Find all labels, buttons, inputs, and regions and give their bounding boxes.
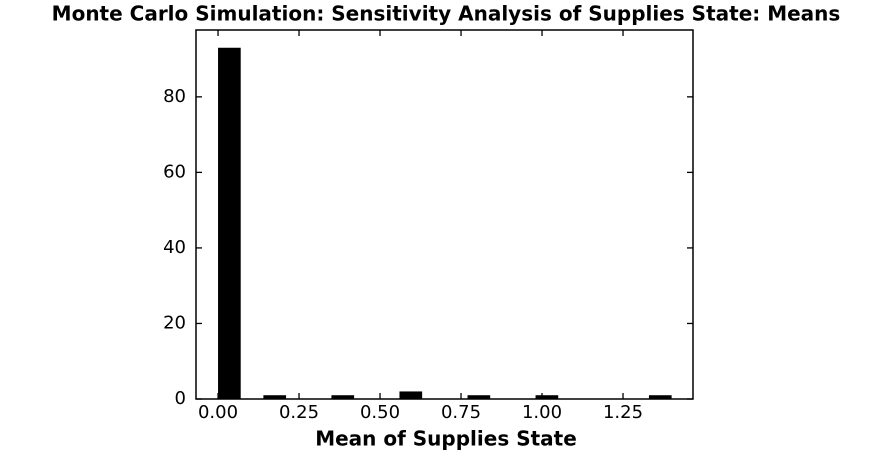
x-tick-label: 1.25 xyxy=(603,402,643,423)
x-tick-label: 0.25 xyxy=(279,402,319,423)
x-tick-label: 1.00 xyxy=(522,402,562,423)
bar xyxy=(535,395,559,399)
y-tick-label: 60 xyxy=(163,161,186,182)
plot-frame xyxy=(195,29,694,400)
x-tick-label: 0.00 xyxy=(198,402,238,423)
x-axis-label: Mean of Supplies State xyxy=(315,427,577,451)
bar xyxy=(399,391,423,399)
y-tick-label: 20 xyxy=(163,312,186,333)
bar xyxy=(648,395,672,399)
bar xyxy=(263,395,287,399)
bar xyxy=(218,47,241,399)
chart-title: Monte Carlo Simulation: Sensitivity Anal… xyxy=(52,2,841,26)
bar xyxy=(467,395,491,399)
y-tick-label: 80 xyxy=(163,86,186,107)
x-tick-label: 0.50 xyxy=(360,402,400,423)
y-tick-label: 40 xyxy=(163,237,186,258)
bar xyxy=(331,395,355,399)
x-tick-label: 0.75 xyxy=(441,402,481,423)
y-tick-label: 0 xyxy=(175,388,186,409)
